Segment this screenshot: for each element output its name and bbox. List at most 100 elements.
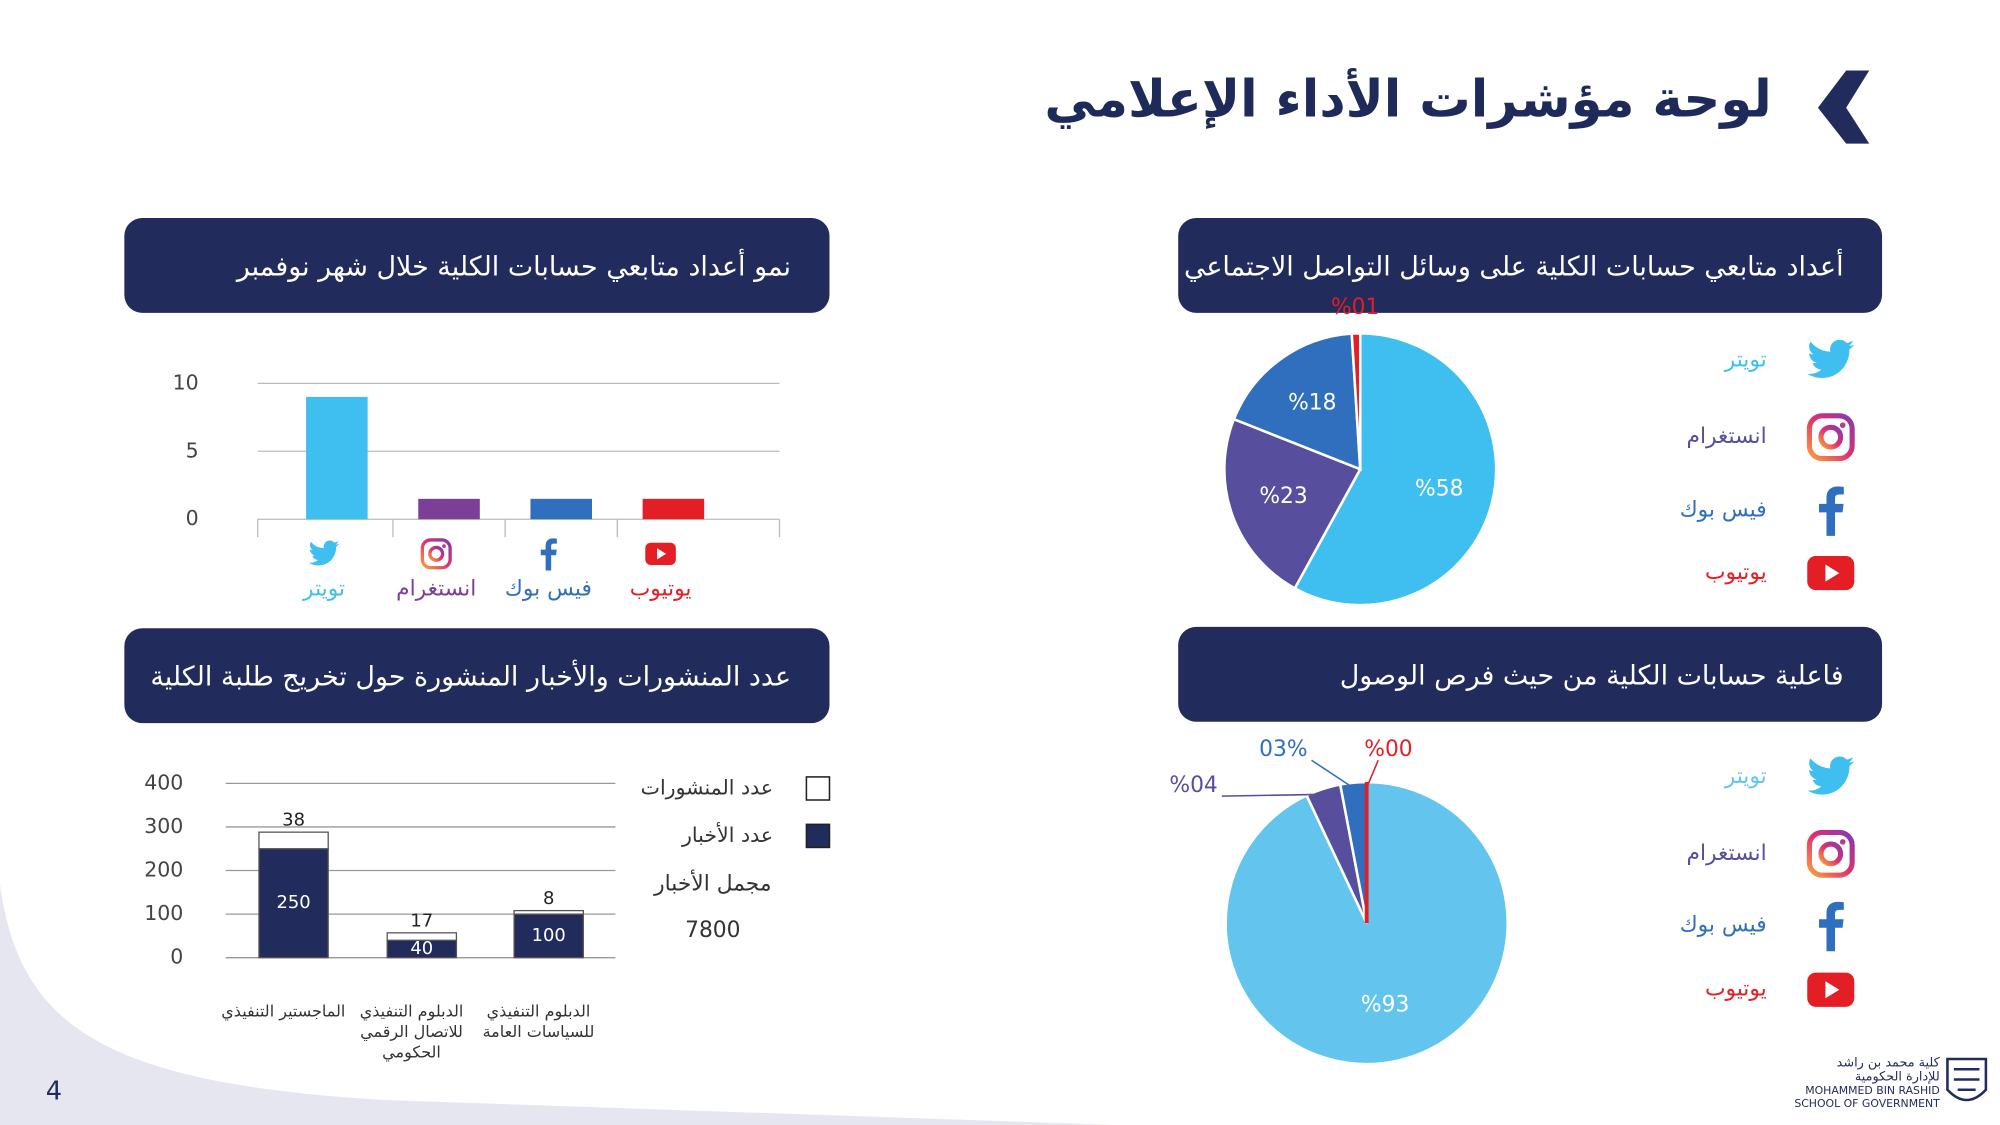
x-tick-label: الدبلوم التنفيذي للسياسات العامة: [483, 1001, 595, 1041]
data-label: %18: [1288, 390, 1336, 415]
youtube-play: [1825, 564, 1840, 582]
y-tick-label: 0: [170, 945, 183, 969]
bar: [530, 498, 592, 520]
y-tick-label: 300: [144, 814, 183, 838]
twitter-icon: [1807, 339, 1855, 378]
icon: [1807, 555, 1855, 591]
x-tick-label: انستغرام: [396, 577, 476, 602]
legend-label: فيس بوك: [1680, 497, 1767, 522]
legend-label: عدد الأخبار: [681, 822, 773, 847]
x-tick-label: يوتيوب: [630, 577, 692, 602]
data-label: %00: [1364, 737, 1412, 762]
bar-segment: [386, 932, 458, 941]
y-tick-label: 10: [173, 370, 199, 394]
page-number: 4: [46, 1076, 62, 1106]
x-tick-label: تويتر: [302, 577, 345, 602]
legend-label: عدد المنشورات: [641, 775, 773, 799]
youtube-play: [1825, 981, 1840, 999]
legend-swatch: [805, 776, 831, 801]
data-label: %01: [1331, 295, 1379, 320]
x-tick-label: فيس بوك: [505, 577, 592, 602]
data-label: 38: [282, 810, 305, 831]
logo: كلية محمد بن راشد للإدارة الحكومية MOHAM…: [1794, 1055, 1988, 1110]
icon: [1819, 486, 1844, 536]
y-tick-label: 200: [144, 858, 183, 882]
pie-slice: [1293, 332, 1498, 607]
bar: [306, 396, 368, 520]
data-label: 40: [410, 938, 433, 959]
page-title: لوحة مؤشرات الأداء الإعلامي: [1044, 67, 1771, 130]
legend-label: فيس بوك: [1680, 913, 1767, 938]
icon: [308, 540, 340, 566]
section-header: [1178, 626, 1883, 722]
y-tick-label: 400: [144, 770, 183, 794]
pie-slice: [1350, 332, 1362, 470]
leader-line: [1365, 759, 1379, 788]
instagram-dot: [1839, 422, 1846, 428]
annotation-value: 7800: [685, 918, 740, 943]
chart-title: عدد المنشورات والأخبار المنشورة حول تخري…: [150, 659, 791, 693]
section-header: [124, 628, 830, 724]
leader-line: [1311, 759, 1355, 789]
icon: [1807, 756, 1855, 795]
background-wave: [0, 884, 1116, 1125]
logo-english: MOHAMMED BIN RASHID: [1805, 1084, 1940, 1097]
bar: [418, 498, 480, 520]
logo-shield: [1946, 1057, 1988, 1102]
x-tick-label: الدبلوم التنفيذي للاتصال الرقمي الحكومي: [360, 1001, 464, 1062]
logo-english: SCHOOL OF GOVERNMENT: [1794, 1097, 1940, 1110]
facebook-icon: [1819, 901, 1844, 952]
bar-segment: [513, 909, 584, 915]
icon: [540, 538, 557, 571]
section-header: [1178, 217, 1883, 313]
leader-line: [1221, 793, 1325, 797]
bar-segment: [258, 848, 329, 959]
y-tick-label: 5: [186, 438, 199, 462]
logo-lines: [1953, 1067, 1980, 1092]
data-label: %04: [1169, 773, 1217, 798]
icon: [645, 542, 676, 565]
icon: [1819, 901, 1844, 952]
y-tick-label: 100: [144, 901, 183, 925]
y-tick-label: 0: [186, 506, 199, 530]
instagram-lens: [1818, 841, 1844, 867]
twitter-icon: [308, 540, 340, 566]
pie-slice: [1223, 417, 1363, 591]
legend-label: انستغرام: [1686, 841, 1766, 866]
data-label: %23: [1259, 484, 1307, 509]
chart-title: فاعلية حسابات الكلية من حيث فرص الوصول: [1340, 660, 1844, 691]
x-tick-label: الماجستير التنفيذي: [221, 1001, 345, 1021]
icon: [1807, 339, 1855, 378]
logo-arabic: للإدارة الحكومية: [1855, 1069, 1940, 1084]
legend-label: تويتر: [1724, 764, 1767, 789]
instagram-icon: [1806, 413, 1855, 462]
data-label: 8: [543, 888, 554, 909]
legend-label: تويتر: [1724, 347, 1767, 372]
icon: [1806, 829, 1855, 878]
instagram-lens: [428, 545, 445, 562]
logo-arabic: كلية محمد بن راشد: [1837, 1055, 1941, 1070]
legend-label: يوتيوب: [1705, 560, 1767, 585]
facebook-icon: [540, 538, 557, 571]
instagram-icon: [1806, 829, 1855, 878]
data-label: 17: [410, 910, 433, 931]
youtube-play: [657, 548, 667, 560]
legend-label: يوتيوب: [1705, 977, 1767, 1002]
chart-title: أعداد متابعي حسابات الكلية على وسائل الت…: [1184, 247, 1844, 282]
pie-slice: [1232, 332, 1362, 472]
twitter-icon: [1807, 756, 1855, 795]
instagram-icon: [420, 538, 452, 570]
chart-title: نمو أعداد متابعي حسابات الكلية خلال شهر …: [235, 247, 791, 282]
data-label: %58: [1415, 477, 1463, 502]
data-label: %93: [1361, 993, 1409, 1018]
icon: [1806, 413, 1855, 462]
instagram-dot: [1839, 839, 1846, 845]
icon: [420, 538, 452, 570]
bar-segment: [258, 831, 329, 850]
instagram-dot: [442, 544, 446, 548]
data-label: 250: [276, 892, 310, 913]
title-chevron: [1817, 70, 1870, 144]
annotation-label: مجمل الأخبار: [653, 870, 771, 897]
